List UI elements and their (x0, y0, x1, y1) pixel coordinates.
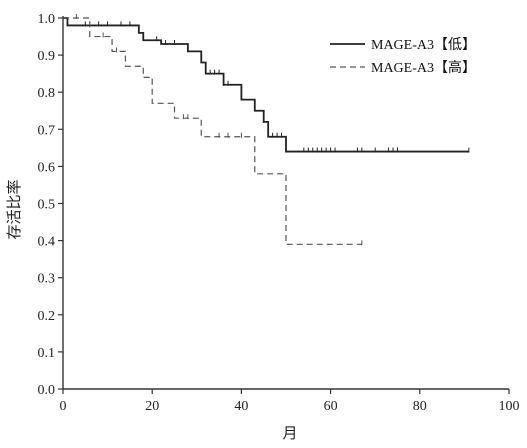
x-tick-label: 60 (324, 399, 338, 414)
legend: MAGE-A3【低】 MAGE-A3【高】 (330, 37, 476, 76)
series-2 (63, 14, 363, 246)
y-tick-label: 0.0 (38, 383, 56, 398)
y-tick-label: 0.7 (38, 123, 56, 138)
ticks: 0.0 0.1 0.2 0.3 0.4 0.5 0.6 0.7 0.8 0.9 1.0 0 20 40 60… (38, 12, 520, 414)
y-tick-label: 0.3 (38, 272, 56, 287)
y-tick-label: 0.5 (38, 198, 56, 213)
y-tick-label: 0.2 (38, 309, 56, 324)
series-1 (63, 17, 470, 153)
legend-label: MAGE-A3【低】 (371, 37, 476, 53)
plot-area (63, 14, 470, 246)
y-tick-label: 0.8 (38, 86, 56, 101)
y-tick-label: 0.9 (38, 49, 56, 64)
x-tick-label: 100 (499, 399, 520, 414)
y-tick-label: 0.4 (38, 235, 56, 250)
legend-label: MAGE-A3【高】 (371, 59, 476, 76)
y-tick-label: 0.6 (38, 160, 56, 175)
axes (62, 16, 509, 390)
series-line (63, 17, 362, 245)
y-axis-label: 存活比率 (5, 179, 23, 239)
y-tick-label: 0.1 (38, 346, 56, 361)
x-tick-label: 40 (234, 399, 248, 414)
series-line (63, 17, 469, 153)
x-tick-label: 0 (60, 399, 67, 414)
x-axis-label: 月 (282, 424, 297, 442)
x-tick-label: 20 (145, 399, 159, 414)
y-tick-label: 1.0 (38, 12, 56, 27)
x-tick-label: 80 (413, 399, 427, 414)
